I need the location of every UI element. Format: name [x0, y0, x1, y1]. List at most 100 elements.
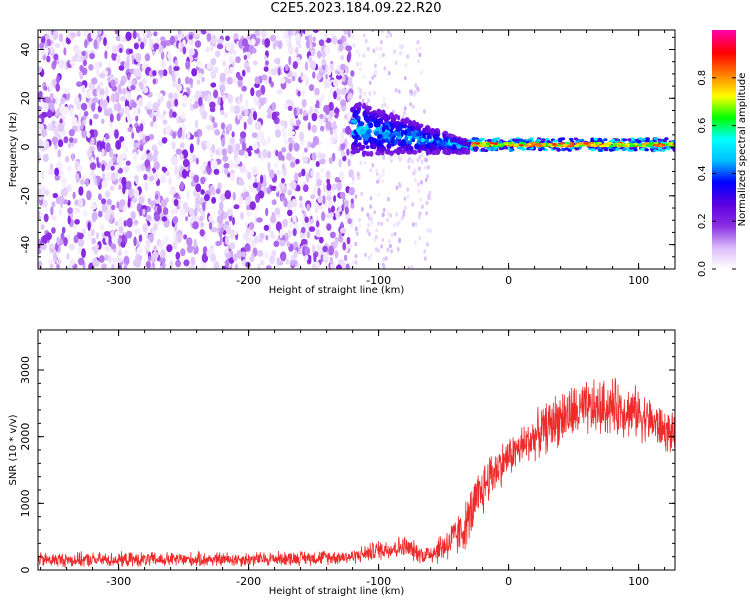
noise-blob — [116, 154, 123, 164]
noise-blob — [86, 190, 92, 201]
noise-blob — [38, 105, 42, 111]
colorbar-swatch — [712, 85, 736, 89]
noise-blob — [403, 76, 407, 81]
noise-blob — [255, 89, 262, 98]
noise-blob — [54, 174, 61, 181]
noise-blob — [80, 55, 85, 63]
trail-blob — [400, 129, 405, 135]
noise-blob — [275, 149, 279, 157]
noise-blob — [340, 221, 344, 228]
colorbar-swatch — [712, 145, 736, 149]
noise-blob — [393, 49, 396, 54]
noise-blob — [227, 123, 233, 132]
noise-blob — [64, 87, 70, 95]
noise-blob — [335, 210, 340, 220]
noise-blob — [239, 198, 243, 208]
trail-blob — [377, 140, 382, 148]
noise-blob — [99, 224, 105, 231]
noise-blob — [69, 107, 74, 117]
noise-blob — [309, 49, 316, 57]
noise-blob — [286, 200, 293, 210]
noise-blob — [46, 55, 51, 63]
colorbar-swatch — [712, 133, 736, 137]
noise-blob — [294, 221, 298, 230]
noise-blob — [198, 197, 206, 203]
noise-blob — [219, 201, 224, 211]
noise-blob — [298, 172, 302, 178]
noise-blob — [90, 137, 95, 146]
noise-blob — [63, 47, 67, 56]
noise-blob — [143, 173, 148, 181]
echo-halo-blob — [480, 137, 485, 141]
noise-blob — [162, 69, 168, 77]
noise-blob — [320, 168, 324, 174]
noise-blob — [406, 194, 410, 200]
trail-blob — [355, 143, 359, 148]
noise-blob — [328, 212, 334, 218]
noise-blob — [156, 204, 162, 214]
noise-blob — [88, 82, 93, 90]
noise-blob — [318, 39, 325, 47]
noise-blob — [276, 57, 281, 65]
noise-blob — [330, 263, 336, 269]
noise-blob — [308, 226, 316, 232]
noise-blob — [390, 232, 394, 237]
colorbar-swatch — [712, 51, 736, 55]
noise-blob — [426, 174, 429, 179]
noise-blob — [277, 40, 283, 50]
noise-blob — [339, 132, 345, 138]
spectrogram-blobs — [38, 30, 675, 269]
noise-blob — [313, 253, 317, 263]
echo-halo-blob — [660, 148, 666, 152]
noise-blob — [305, 172, 310, 183]
noise-blob — [38, 260, 43, 269]
trail-blob — [407, 131, 412, 137]
colorbar-swatch — [712, 131, 736, 135]
noise-blob — [192, 221, 199, 230]
noise-blob — [222, 265, 227, 269]
trail-blob — [415, 125, 422, 131]
colorbar-swatch — [712, 189, 736, 192]
x-tick-label: 100 — [628, 274, 649, 287]
noise-blob — [111, 204, 116, 211]
noise-blob — [67, 264, 72, 269]
noise-blob — [425, 211, 428, 216]
noise-blob — [188, 34, 193, 40]
echo-blob — [519, 141, 524, 145]
noise-blob — [282, 218, 288, 228]
noise-blob — [217, 96, 221, 105]
noise-blob — [130, 211, 136, 220]
noise-blob — [82, 209, 88, 217]
noise-blob — [125, 92, 132, 101]
trail-blob — [358, 121, 365, 127]
noise-blob — [372, 48, 376, 53]
noise-blob — [152, 78, 156, 85]
noise-blob — [243, 191, 250, 198]
noise-blob — [252, 182, 258, 189]
noise-blob — [168, 92, 174, 100]
trail-blob — [368, 122, 374, 129]
noise-blob — [109, 113, 114, 123]
noise-blob — [247, 150, 252, 157]
noise-blob — [260, 30, 267, 39]
noise-blob — [411, 104, 415, 109]
noise-blob — [228, 258, 235, 264]
noise-blob — [315, 261, 320, 269]
trail-blob — [363, 134, 369, 142]
echo-halo-blob — [621, 148, 627, 152]
noise-blob — [288, 142, 293, 152]
noise-blob — [56, 236, 60, 245]
noise-blob — [414, 222, 418, 227]
noise-blob — [368, 91, 372, 96]
noise-blob — [154, 214, 161, 222]
noise-blob — [234, 263, 239, 269]
noise-blob — [330, 136, 335, 145]
noise-blob — [386, 211, 390, 216]
noise-blob — [225, 43, 232, 52]
noise-blob — [205, 30, 213, 34]
noise-blob — [90, 168, 95, 177]
colorbar-swatch — [712, 83, 736, 87]
noise-blob — [96, 175, 100, 186]
trail-blob — [365, 151, 371, 157]
noise-blob — [344, 200, 349, 207]
